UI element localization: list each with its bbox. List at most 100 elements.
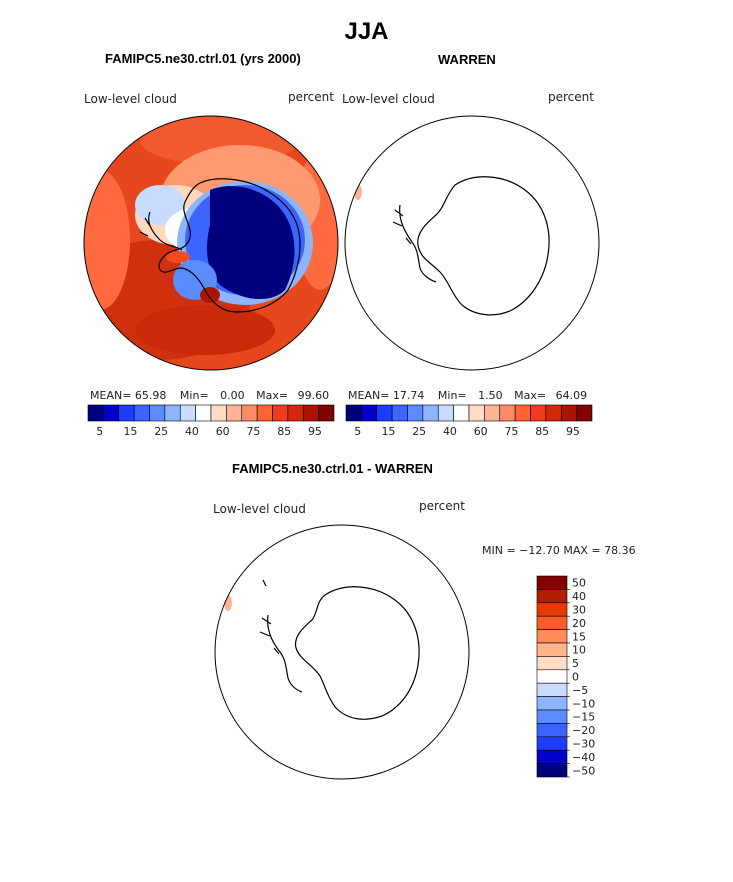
cbar2-swatch-10 — [499, 404, 516, 422]
cbar1-swatch-1 — [103, 404, 120, 422]
cbar3-tick-10: −15 — [572, 711, 595, 724]
panel1-variable: Low-level cloud — [84, 92, 177, 106]
panel2-mean-value: 17.74 — [392, 389, 425, 402]
panel1-max-value: 99.60 — [297, 389, 330, 402]
colorbar-panel1: 5 15 25 40 60 75 85 95 — [87, 404, 335, 438]
panel3-title: FAMIPC5.ne30.ctrl.01 - WARREN — [232, 461, 433, 476]
cbar1-swatch-12 — [272, 404, 289, 422]
cbar3-tick-0: 50 — [572, 577, 586, 590]
panel1-min-label: Min= — [179, 389, 209, 402]
cbar3-swatch-0 — [536, 575, 568, 590]
cbar1-tick-0: 5 — [96, 425, 103, 438]
panel1-mean-value: 65.98 — [134, 389, 167, 402]
map2-field — [354, 184, 362, 200]
panel1-units: percent — [288, 90, 334, 104]
cbar1-tick-1: 15 — [123, 425, 137, 438]
cbar3-swatch-1 — [536, 589, 568, 604]
panel2-title: WARREN — [438, 52, 496, 67]
figure-title: JJA — [344, 18, 389, 45]
panel1-stats: MEAN= 65.98 Min= 0.00 Max= 99.60 — [90, 389, 329, 402]
cbar3-tick-2: 30 — [572, 604, 586, 617]
cbar2-swatch-5 — [422, 404, 439, 422]
cbar2-swatch-15 — [576, 404, 593, 422]
cbar1-swatch-3 — [133, 404, 150, 422]
cbar1-tick-4: 60 — [216, 425, 230, 438]
cbar1-tick-5: 75 — [246, 425, 260, 438]
cbar3-swatch-9 — [536, 696, 568, 711]
cbar3-tick-13: −40 — [572, 751, 595, 764]
panel2-mean-label: MEAN= — [348, 389, 390, 402]
cbar2-swatch-11 — [514, 404, 531, 422]
cbar3-tick-8: −5 — [572, 684, 588, 697]
panel2-max-label: Max= — [514, 389, 547, 402]
panel2-stats: MEAN= 17.74 Min= 1.50 Max= 64.09 — [348, 389, 587, 402]
cbar3-swatch-14 — [536, 763, 568, 778]
cbar2-swatch-14 — [560, 404, 577, 422]
cbar3-swatch-11 — [536, 723, 568, 738]
cbar2-swatch-0 — [345, 404, 362, 422]
map1-field — [84, 116, 338, 370]
cbar3-swatch-8 — [536, 682, 568, 697]
panel1-max-label: Max= — [256, 389, 289, 402]
cbar3-tick-4: 15 — [572, 630, 586, 643]
panel2-variable: Low-level cloud — [342, 92, 435, 106]
map2-boundary — [344, 115, 600, 371]
map3-field — [224, 595, 232, 611]
cbar2-swatch-7 — [453, 404, 470, 422]
cbar3-tick-7: 0 — [572, 671, 579, 684]
cbar3-swatch-5 — [536, 642, 568, 657]
cbar2-tick-3: 40 — [443, 425, 457, 438]
panel1-mean-label: MEAN= — [90, 389, 132, 402]
cbar3-swatch-6 — [536, 656, 568, 671]
cbar1-swatch-13 — [287, 404, 304, 422]
cbar2-tick-4: 60 — [474, 425, 488, 438]
cbar1-tick-6: 85 — [277, 425, 291, 438]
panel3-minmax: MIN = −12.70 MAX = 78.36 — [482, 544, 636, 557]
panel2-min-value: 1.50 — [478, 389, 503, 402]
cbar2-swatch-8 — [468, 404, 485, 422]
cbar2-swatch-9 — [484, 404, 501, 422]
cbar3-tick-11: −20 — [572, 724, 595, 737]
cbar3-tick-6: 5 — [572, 657, 579, 670]
cbar1-swatch-4 — [149, 404, 166, 422]
cbar2-swatch-2 — [376, 404, 393, 422]
cbar1-swatch-7 — [195, 404, 212, 422]
panel2-units: percent — [548, 90, 594, 104]
cbar1-swatch-8 — [210, 404, 227, 422]
cbar1-tick-3: 40 — [185, 425, 199, 438]
panel2-max-value: 64.09 — [555, 389, 588, 402]
cbar3-tick-5: 10 — [572, 644, 586, 657]
cbar2-tick-2: 25 — [412, 425, 426, 438]
cbar1-swatch-11 — [256, 404, 273, 422]
cbar3-tick-9: −10 — [572, 697, 595, 710]
cbar3-swatch-7 — [536, 669, 568, 684]
cbar2-swatch-12 — [530, 404, 547, 422]
cbar1-swatch-9 — [226, 404, 243, 422]
cbar2-tick-5: 75 — [504, 425, 518, 438]
cbar1-swatch-2 — [118, 404, 135, 422]
cbar3-tick-14: −50 — [572, 764, 595, 777]
panel3-variable: Low-level cloud — [213, 502, 306, 516]
panel1-min-value: 0.00 — [220, 389, 245, 402]
cbar1-swatch-6 — [179, 404, 196, 422]
cbar1-tick-7: 95 — [308, 425, 322, 438]
colorbar-panel2: 5 15 25 40 60 75 85 95 — [345, 404, 593, 438]
antarctica-outline-1 — [139, 178, 301, 313]
cbar3-swatch-3 — [536, 615, 568, 630]
map3-boundary — [214, 524, 470, 780]
cbar3-swatch-4 — [536, 629, 568, 644]
antarctica-outline-2 — [392, 176, 550, 316]
cbar2-tick-7: 95 — [566, 425, 580, 438]
cbar1-swatch-14 — [302, 404, 319, 422]
cbar3-tick-1: 40 — [572, 590, 586, 603]
cbar2-tick-1: 15 — [381, 425, 395, 438]
panel1-title: FAMIPC5.ne30.ctrl.01 (yrs 2000) — [105, 51, 301, 66]
cbar3-tick-12: −30 — [572, 738, 595, 751]
cbar3-swatch-13 — [536, 749, 568, 764]
map1-boundary — [83, 115, 339, 371]
cbar1-tick-2: 25 — [154, 425, 168, 438]
cbar1-swatch-0 — [87, 404, 104, 422]
cbar1-swatch-5 — [164, 404, 181, 422]
cbar3-swatch-2 — [536, 602, 568, 617]
